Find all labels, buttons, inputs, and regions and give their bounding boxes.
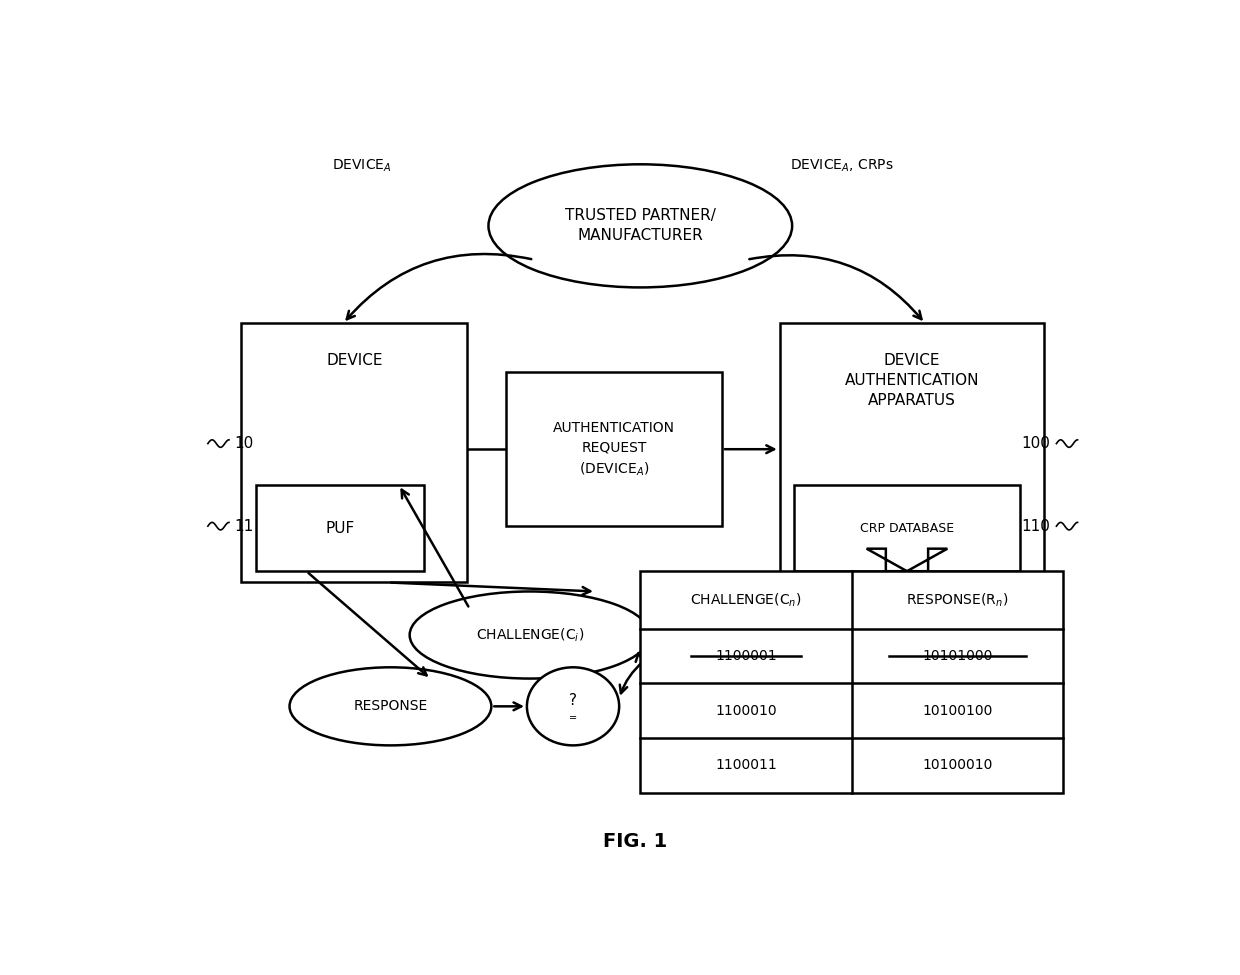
Text: DEVICE$_A$: DEVICE$_A$	[332, 158, 392, 174]
Text: 110: 110	[1022, 519, 1050, 533]
Text: 1100011: 1100011	[715, 759, 777, 772]
Text: 100: 100	[1022, 436, 1050, 451]
Ellipse shape	[489, 165, 792, 288]
Text: 11: 11	[234, 519, 254, 533]
Text: DEVICE
AUTHENTICATION
APPARATUS: DEVICE AUTHENTICATION APPARATUS	[844, 354, 980, 409]
Text: 10: 10	[234, 436, 254, 451]
Text: 1100010: 1100010	[715, 704, 776, 718]
Bar	[794, 485, 1021, 571]
Ellipse shape	[527, 667, 619, 745]
Text: TRUSTED PARTNER/
MANUFACTURER: TRUSTED PARTNER/ MANUFACTURER	[565, 209, 715, 243]
Text: =: =	[569, 714, 577, 723]
Bar	[255, 485, 424, 571]
Bar	[242, 324, 467, 582]
Text: RESPONSE(R$_n$): RESPONSE(R$_n$)	[906, 591, 1008, 608]
Text: DEVICE: DEVICE	[326, 354, 383, 369]
Text: DEVICE$_A$, CRPs: DEVICE$_A$, CRPs	[790, 158, 894, 174]
Text: ?: ?	[569, 693, 577, 708]
Polygon shape	[867, 549, 947, 571]
Text: 10100010: 10100010	[923, 759, 993, 772]
Ellipse shape	[409, 592, 650, 679]
Text: PUF: PUF	[325, 521, 355, 535]
Text: FIG. 1: FIG. 1	[604, 832, 667, 851]
Text: 10101000: 10101000	[923, 649, 993, 663]
Text: CRP DATABASE: CRP DATABASE	[859, 522, 954, 534]
Ellipse shape	[289, 667, 491, 745]
Text: 10100100: 10100100	[923, 704, 993, 718]
Text: 1100001: 1100001	[715, 649, 776, 663]
Bar	[506, 372, 722, 526]
Text: CHALLENGE(C$_n$): CHALLENGE(C$_n$)	[691, 591, 802, 608]
Bar	[640, 571, 1063, 793]
Text: RESPONSE: RESPONSE	[353, 699, 428, 714]
Text: CHALLENGE(C$_i$): CHALLENGE(C$_i$)	[476, 626, 584, 644]
Text: AUTHENTICATION
REQUEST
(DEVICE$_A$): AUTHENTICATION REQUEST (DEVICE$_A$)	[553, 420, 675, 478]
Bar	[780, 324, 1044, 582]
